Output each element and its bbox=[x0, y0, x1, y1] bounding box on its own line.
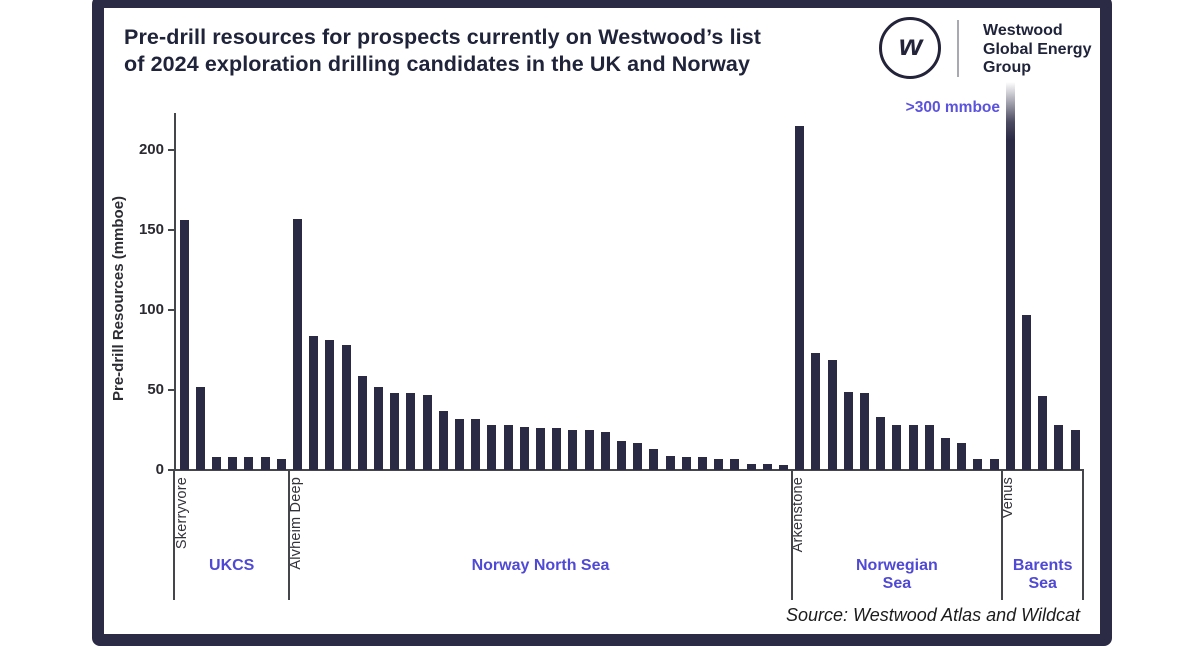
bar bbox=[762, 463, 772, 470]
bar bbox=[293, 218, 302, 470]
bar bbox=[309, 335, 319, 470]
prospect-label: Skerryvore bbox=[174, 477, 191, 550]
region-label-line: Norway North Sea bbox=[471, 557, 610, 574]
bar bbox=[212, 457, 221, 470]
logo-org-line3: Group bbox=[983, 59, 1031, 76]
chart-title: Pre-drill resources for prospects curren… bbox=[124, 24, 914, 78]
bar bbox=[1070, 430, 1080, 470]
bar bbox=[633, 442, 643, 470]
bar bbox=[228, 457, 238, 470]
bar bbox=[536, 428, 545, 470]
logo-org-line1: Westwood bbox=[983, 22, 1063, 39]
bar bbox=[989, 458, 999, 470]
region-label-line: Barents bbox=[1012, 557, 1073, 574]
y-axis-line bbox=[174, 113, 176, 470]
card-frame bbox=[92, 0, 1112, 646]
bar bbox=[244, 457, 254, 470]
bar bbox=[519, 426, 529, 470]
bar bbox=[325, 340, 335, 470]
y-tick-mark bbox=[168, 309, 175, 311]
bar bbox=[876, 417, 886, 470]
bar bbox=[1038, 396, 1048, 470]
region-divider bbox=[288, 470, 291, 600]
bar bbox=[714, 458, 724, 470]
y-tick-mark bbox=[168, 389, 175, 391]
bar bbox=[471, 418, 481, 470]
y-tick-label: 200 bbox=[138, 141, 164, 158]
region-divider bbox=[790, 470, 793, 600]
bar bbox=[795, 126, 805, 470]
region-divider bbox=[1082, 470, 1085, 600]
bar bbox=[374, 386, 383, 470]
chart-title-line2: of 2024 exploration drilling candidates … bbox=[124, 52, 751, 76]
region-label-line: Sea bbox=[882, 575, 912, 592]
bar bbox=[600, 431, 610, 470]
bar bbox=[179, 220, 189, 470]
bar bbox=[422, 394, 432, 470]
bar bbox=[892, 425, 902, 470]
bar bbox=[617, 441, 626, 470]
bar bbox=[260, 457, 270, 470]
logo-monogram: w bbox=[898, 29, 922, 62]
bar bbox=[390, 393, 400, 470]
bar bbox=[860, 393, 869, 470]
logo-org-line2: Global Energy bbox=[983, 40, 1092, 58]
bar bbox=[357, 375, 367, 470]
bar bbox=[276, 458, 286, 470]
y-axis-title: Pre-drill Resources (mmboe) bbox=[110, 195, 127, 401]
y-tick-mark bbox=[168, 469, 175, 471]
infographic-page: { "header": { "title": { "line1": "Pre-d… bbox=[92, 0, 1112, 646]
bar bbox=[1022, 314, 1031, 470]
bar bbox=[908, 425, 918, 470]
bar bbox=[455, 418, 464, 470]
bar bbox=[924, 425, 934, 470]
bar bbox=[438, 410, 448, 470]
y-tick-label: 0 bbox=[155, 461, 164, 478]
region-label: Norway North Sea bbox=[289, 557, 791, 575]
westwood-logo-icon: w bbox=[879, 17, 941, 79]
bar bbox=[1054, 425, 1064, 470]
bar bbox=[503, 425, 513, 470]
region-label: Norwegian Sea bbox=[792, 557, 1003, 593]
bar bbox=[698, 457, 707, 470]
bar bbox=[973, 458, 983, 470]
bar bbox=[341, 345, 351, 470]
bar bbox=[584, 430, 594, 470]
bar bbox=[568, 430, 578, 470]
region-label: Barents Sea bbox=[1002, 557, 1083, 593]
bar bbox=[957, 442, 967, 470]
y-tick-label: 150 bbox=[138, 221, 164, 238]
bar bbox=[649, 449, 659, 470]
source-credit: Source: Westwood Atlas and Wildcat bbox=[786, 605, 1080, 625]
bar bbox=[487, 425, 497, 470]
bar bbox=[941, 438, 950, 470]
bar-offscale bbox=[1005, 82, 1015, 470]
bar bbox=[779, 465, 788, 470]
bar bbox=[811, 353, 821, 470]
bar bbox=[746, 463, 756, 470]
region-label-line: Norwegian bbox=[855, 557, 938, 574]
region-label: UKCS bbox=[174, 557, 289, 575]
bar bbox=[406, 393, 416, 470]
logo-divider bbox=[957, 20, 959, 77]
y-tick-label: 100 bbox=[138, 301, 164, 318]
bar bbox=[827, 359, 837, 470]
bar bbox=[730, 458, 740, 470]
y-tick-mark bbox=[168, 149, 175, 151]
region-label-line: Sea bbox=[1028, 575, 1057, 592]
bar bbox=[681, 457, 691, 470]
bar bbox=[665, 455, 675, 470]
region-divider bbox=[1001, 470, 1004, 600]
region-label-line: UKCS bbox=[209, 557, 255, 574]
chart-title-line1: Pre-drill resources for prospects curren… bbox=[124, 25, 762, 49]
y-tick-mark bbox=[168, 229, 175, 231]
x-axis-line bbox=[174, 469, 1084, 471]
bar bbox=[843, 391, 853, 470]
y-tick-label: 50 bbox=[147, 381, 164, 398]
offscale-annotation: >300 mmboe bbox=[905, 99, 1000, 116]
logo-org-name: Westwood Global Energy Group bbox=[983, 22, 1091, 78]
bar bbox=[195, 386, 205, 470]
region-divider bbox=[173, 470, 175, 600]
bar bbox=[552, 428, 562, 470]
